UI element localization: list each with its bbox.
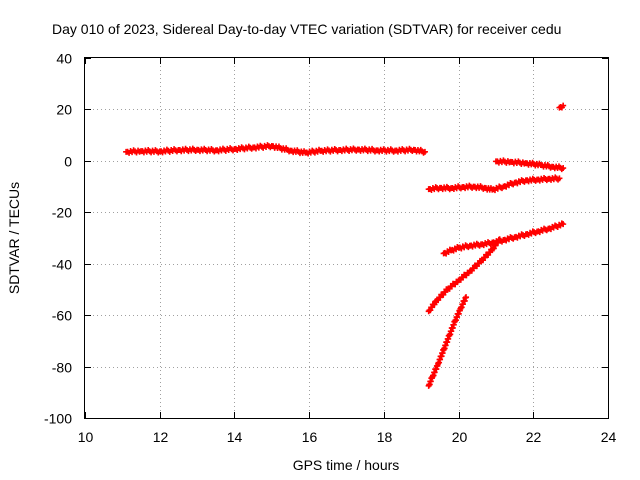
y-tick-label: -40 (52, 257, 72, 273)
data-point (495, 239, 502, 246)
y-axis-label: SDTVAR / TECUs (6, 182, 22, 294)
data-series (556, 102, 567, 111)
data-point (496, 236, 503, 243)
x-tick-label: 16 (302, 429, 318, 445)
plot-frame (84, 57, 609, 419)
x-axis-label: GPS time / hours (293, 457, 400, 473)
data-markers (123, 102, 567, 389)
data-point (560, 165, 567, 172)
x-tick-label: 24 (601, 429, 617, 445)
data-point (556, 175, 563, 182)
x-tick-label: 14 (227, 429, 243, 445)
data-series (440, 220, 567, 257)
data-point (560, 221, 567, 228)
data-point (431, 301, 438, 308)
data-series (123, 142, 428, 157)
y-tick-label: 0 (64, 154, 72, 170)
y-tick-label: -80 (52, 360, 72, 376)
axis-ticks: 10 12 14 16 18 20 22 24 -100 -80 -60 -40 -20 0 20 40 (44, 51, 617, 446)
y-tick-label: -60 (52, 308, 72, 324)
data-series (425, 174, 563, 194)
y-tick-label: -20 (52, 205, 72, 221)
y-tick-label: 20 (56, 102, 72, 118)
data-series (425, 294, 470, 389)
data-point (463, 294, 470, 301)
data-point (560, 102, 567, 109)
chart-title: Day 010 of 2023, Sidereal Day-to-day VTE… (52, 21, 561, 37)
x-tick-label: 12 (153, 429, 169, 445)
data-series (492, 157, 567, 173)
x-tick-label: 18 (377, 429, 393, 445)
y-tick-label: 40 (56, 51, 72, 67)
x-tick-label: 10 (78, 429, 94, 445)
data-point (421, 148, 428, 155)
data-series (425, 236, 503, 315)
x-tick-label: 20 (452, 429, 468, 445)
x-tick-label: 22 (526, 429, 542, 445)
chart-grid (85, 58, 608, 418)
y-tick-label: -100 (44, 411, 72, 427)
